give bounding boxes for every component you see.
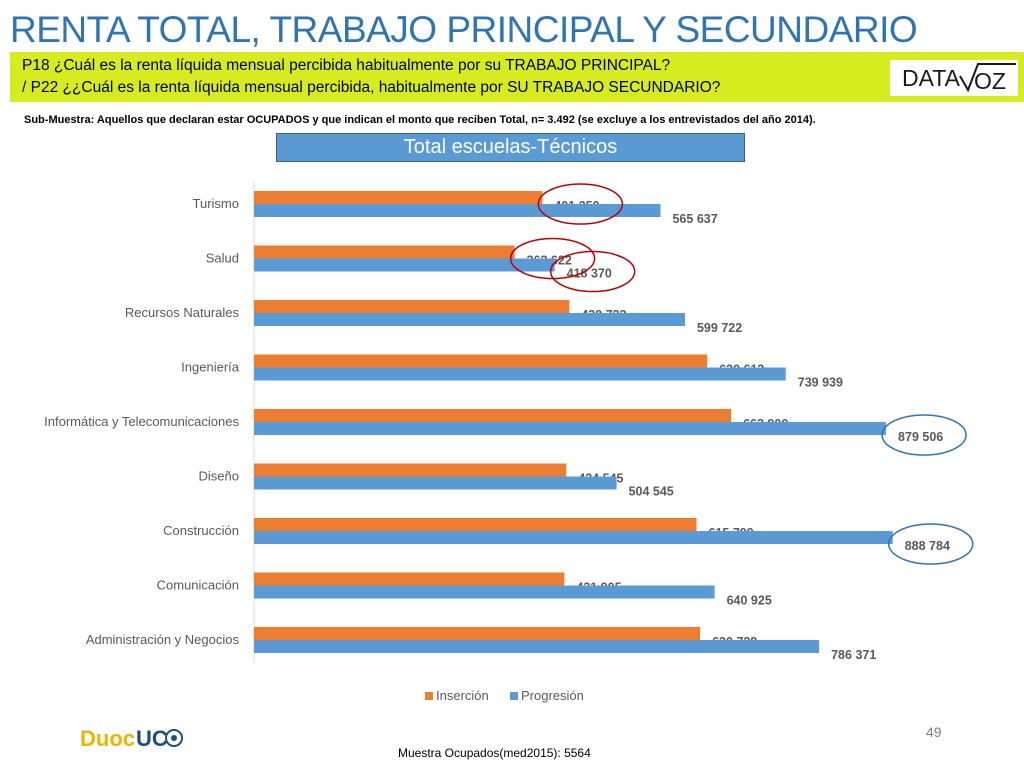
bar-progresión — [254, 367, 786, 381]
bar-inserción — [254, 245, 515, 259]
question-band: P18 ¿Cuál es la renta líquida mensual pe… — [10, 52, 1024, 102]
duoc-logo: Duoc UC — [78, 722, 186, 754]
bar-inserción — [254, 191, 543, 204]
bar-progresión — [254, 204, 661, 217]
bar-inserción — [254, 354, 708, 368]
svg-text:UC: UC — [136, 726, 168, 751]
category-label: Turismo — [193, 196, 239, 211]
bar-progresión — [254, 531, 893, 544]
svg-text:Duoc: Duoc — [80, 726, 135, 751]
sample-footnote: Muestra Ocupados(med2015): 5564 — [398, 746, 591, 760]
data-label: 786 371 — [831, 648, 876, 662]
category-label: Comunicación — [157, 578, 239, 593]
data-label: 418 370 — [567, 267, 612, 281]
data-label: 739 939 — [798, 376, 843, 390]
bar-inserción — [254, 409, 732, 422]
datavoz-logo: DATA OZ — [890, 60, 1018, 96]
data-label: 504 545 — [629, 485, 674, 499]
question-p22: / P22 ¿¿Cuál es la renta líquida mensual… — [22, 79, 721, 96]
chart-title: Total escuelas-Técnicos — [276, 133, 745, 162]
legend-swatch-progresión — [510, 692, 518, 700]
highlight-circle — [537, 183, 624, 225]
bar-progresión — [254, 476, 617, 490]
category-label: Diseño — [199, 469, 239, 484]
data-label: 888 784 — [905, 539, 950, 553]
bar-progresión — [254, 640, 820, 653]
svg-text:DATA: DATA — [902, 65, 961, 91]
category-label: Construcción — [163, 523, 239, 538]
page-number: 49 — [926, 724, 942, 740]
category-label: Ingeniería — [181, 360, 240, 375]
bar-progresión — [254, 313, 685, 326]
question-p18: P18 ¿Cuál es la renta líquida mensual pe… — [22, 57, 671, 74]
category-label: Informática y Telecomunicaciones — [44, 414, 239, 429]
bar-inserción — [254, 518, 697, 531]
category-label: Salud — [206, 251, 239, 266]
bar-inserción — [254, 627, 701, 640]
bar-progresión — [254, 422, 887, 435]
legend-label-inserción: Inserción — [436, 688, 489, 703]
bar-inserción — [254, 300, 570, 313]
data-label: 640 925 — [727, 594, 772, 608]
svg-text:OZ: OZ — [974, 68, 1006, 94]
subsample-note: Sub-Muestra: Aquellos que declaran estar… — [24, 114, 816, 126]
category-label: Administración y Negocios — [86, 632, 240, 647]
data-label: 879 506 — [898, 430, 943, 444]
legend-swatch-inserción — [425, 692, 433, 700]
highlight-circle — [549, 250, 636, 293]
legend-label-progresión: Progresión — [521, 688, 584, 703]
data-label: 599 722 — [697, 321, 742, 335]
data-label: 565 637 — [672, 212, 717, 226]
highlight-circle — [881, 414, 967, 456]
bar-inserción — [254, 463, 567, 477]
slide-title: RENTA TOTAL, TRABAJO PRINCIPAL Y SECUNDA… — [10, 9, 918, 50]
bar-progresión — [254, 258, 555, 272]
bar-progresión — [254, 585, 715, 599]
highlight-circle — [887, 523, 974, 565]
bar-inserción — [254, 572, 565, 586]
category-label: Recursos Naturales — [125, 305, 240, 320]
